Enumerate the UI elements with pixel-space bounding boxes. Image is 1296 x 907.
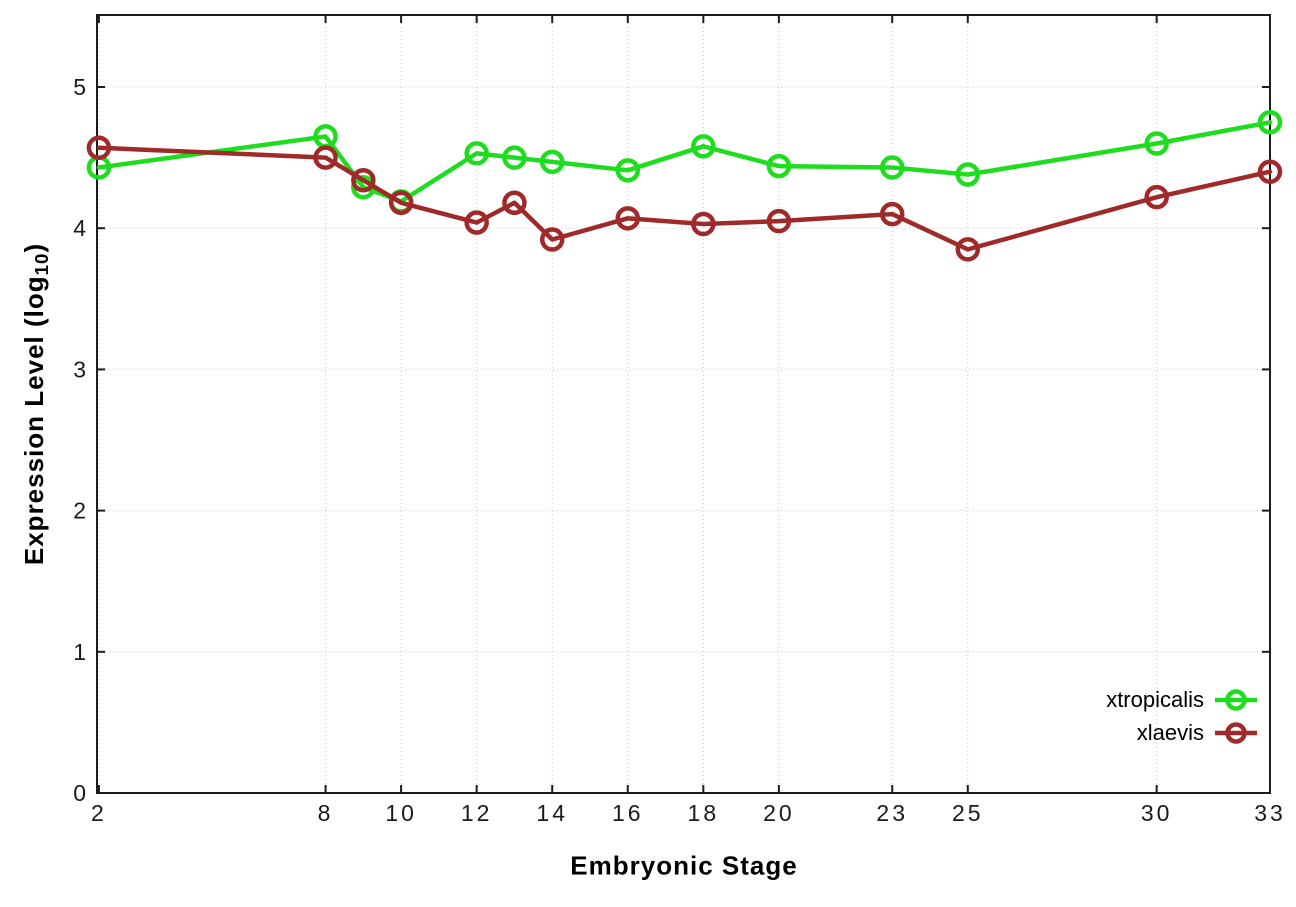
y-tick-label: 1 — [73, 639, 86, 665]
x-tick-label: 23 — [876, 800, 908, 826]
x-tick-label: 2 — [91, 800, 107, 826]
x-axis-title: Embryonic Stage — [570, 850, 798, 881]
legend-label-xtropicalis: xtropicalis — [1106, 687, 1204, 712]
x-tick-label: 14 — [536, 800, 568, 826]
x-tick-label: 8 — [318, 800, 334, 826]
legend-label-xlaevis: xlaevis — [1136, 720, 1204, 745]
plot-border — [96, 14, 1271, 794]
legend-sample-xlaevis — [1215, 722, 1257, 744]
data-point-xlaevis-stage-10 — [388, 190, 414, 216]
data-point-xtropicalis-stage-14 — [539, 149, 565, 175]
data-point-xtropicalis-stage-18 — [691, 134, 716, 159]
legend-sample-marker — [1225, 689, 1247, 711]
x-tick-label: 25 — [952, 800, 984, 826]
data-point-xlaevis-stage-33 — [1257, 159, 1283, 184]
x-tick-label: 20 — [763, 800, 795, 826]
x-tick-label: 16 — [612, 800, 644, 826]
legend-entry-xtropicalis: xtropicalis — [1106, 687, 1258, 713]
series-line-xtropicalis — [96, 120, 1273, 204]
data-point-xlaevis-stage-8 — [313, 145, 338, 170]
data-point-xlaevis-stage-20 — [766, 208, 792, 234]
x-tick-label: 18 — [688, 800, 720, 826]
data-point-xtropicalis-stage-23 — [879, 155, 905, 180]
legend: xtropicalis xlaevis — [1106, 687, 1258, 746]
y-tick-label: 3 — [73, 356, 86, 382]
data-point-xtropicalis-stage-12 — [464, 141, 489, 166]
x-tick-label: 30 — [1141, 800, 1173, 826]
x-tick-label: 12 — [461, 800, 493, 826]
y-axis-title-close: ) — [18, 242, 49, 253]
y-tick-label: 5 — [73, 74, 86, 100]
data-point-xlaevis-stage-23 — [879, 201, 905, 227]
x-tick-label: 10 — [385, 800, 417, 826]
data-point-xlaevis-stage-16 — [615, 206, 641, 231]
data-point-xlaevis-stage-13 — [502, 190, 527, 216]
legend-sample-xtropicalis — [1215, 689, 1257, 711]
data-point-xlaevis-stage-25 — [955, 237, 981, 262]
data-point-xtropicalis-stage-16 — [615, 158, 641, 183]
y-tick-label: 4 — [73, 215, 86, 241]
legend-sample-marker — [1225, 722, 1247, 744]
data-point-xlaevis-stage-12 — [464, 210, 489, 235]
y-axis-title-text: Expression Level (log — [18, 275, 49, 566]
data-point-xlaevis-stage-9 — [351, 167, 376, 193]
series-line-xlaevis — [96, 145, 1273, 252]
data-point-xtropicalis-stage-30 — [1144, 131, 1169, 156]
data-point-xtropicalis-stage-13 — [502, 145, 527, 170]
data-point-xtropicalis-stage-25 — [955, 162, 981, 187]
data-point-xlaevis-stage-30 — [1144, 184, 1169, 210]
x-tick-label: 33 — [1254, 800, 1286, 826]
y-axis-title-subscript: 10 — [31, 252, 53, 276]
y-axis-title: Expression Level (log10) — [19, 243, 53, 565]
y-tick-label: 0 — [73, 780, 86, 806]
y-tick-label: 2 — [73, 498, 86, 524]
data-point-xtropicalis-stage-33 — [1257, 110, 1283, 135]
data-point-xlaevis-stage-2 — [86, 135, 112, 160]
data-point-xtropicalis-stage-20 — [766, 153, 792, 179]
legend-entry-xlaevis: xlaevis — [1137, 720, 1258, 746]
data-point-xlaevis-stage-14 — [539, 227, 565, 252]
data-point-xlaevis-stage-18 — [691, 211, 716, 237]
